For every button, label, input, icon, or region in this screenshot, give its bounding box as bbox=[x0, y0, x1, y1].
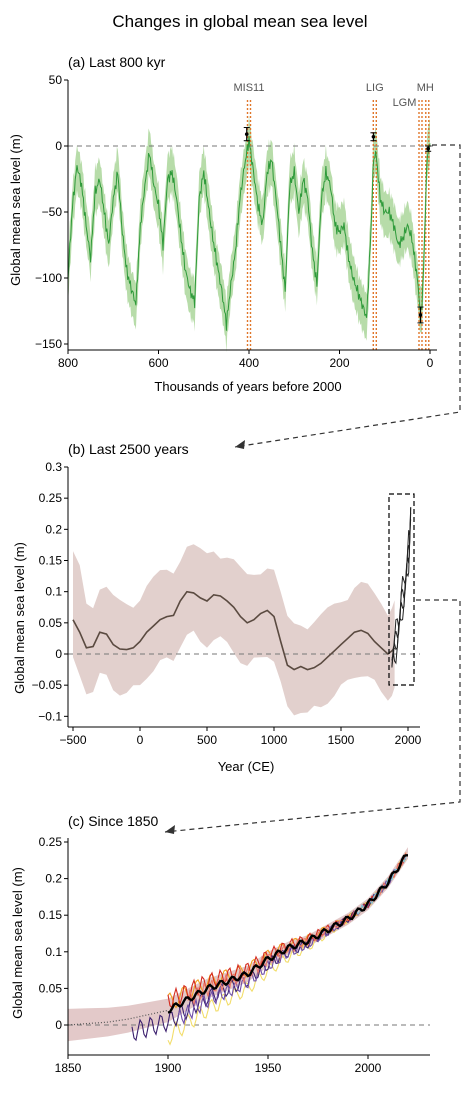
panel-c-y-tick-label: 0.25 bbox=[39, 835, 63, 849]
panel-c-plot: 1850 1900 1950 2000 0.25 0.2 0.15 0.1 0.05 0 bbox=[39, 835, 430, 1075]
panel-a-y-tick-label: 50 bbox=[49, 73, 63, 87]
panel-c-mean-line bbox=[167, 854, 408, 1014]
connector-a-b bbox=[234, 144, 461, 449]
panel-c-uncertainty-band bbox=[68, 847, 408, 1042]
panel-b-y-tick-label: 0.15 bbox=[39, 554, 63, 568]
panel-c-y-tick-label: 0 bbox=[55, 1018, 62, 1032]
panel-b-uncertainty-band bbox=[73, 544, 395, 716]
panel-b-zoom-box bbox=[388, 493, 415, 686]
panel-b-plot: −500 0 500 1000 1500 2000 0.3 0.25 0.2 0.15 0.1 0.0… bbox=[32, 460, 422, 747]
panel-b-x-tick-label: 1000 bbox=[261, 733, 288, 747]
panel-a-marker bbox=[371, 134, 376, 139]
panel-b-band-area bbox=[73, 544, 395, 716]
panel-c-x-tick-label: 2000 bbox=[355, 1061, 382, 1075]
panel-a-marker bbox=[418, 313, 423, 317]
panel-a-event-label: MIS11 bbox=[234, 82, 265, 94]
panel-b-y-tick-label: 0.3 bbox=[45, 460, 62, 474]
panel-b-x-tick-label: 500 bbox=[197, 733, 217, 747]
panel-b-title: (b) Last 2500 years bbox=[68, 441, 189, 457]
panel-a-x-tick-label: 0 bbox=[427, 356, 434, 370]
panel-c-x-tick-label: 1850 bbox=[55, 1061, 82, 1075]
panel-b-recent-trace bbox=[391, 519, 412, 665]
panel-c-early-mean bbox=[67, 1009, 169, 1026]
panel-b-recent-trace bbox=[391, 507, 412, 668]
panel-b-x-label: Year (CE) bbox=[218, 759, 275, 774]
panel-b-y-tick-label: −0.05 bbox=[32, 678, 63, 692]
panel-b-x-tick-label: 0 bbox=[137, 733, 144, 747]
panel-a-y-tick-label: 0 bbox=[55, 139, 62, 153]
panel-b-y-tick-label: −0.1 bbox=[38, 709, 62, 723]
panel-a-y-tick-label: −50 bbox=[42, 205, 63, 219]
panel-c-x-tick-label: 1950 bbox=[255, 1061, 282, 1075]
panel-c-y-tick-label: 0.1 bbox=[45, 945, 62, 959]
panel-b-x-tick-label: 2000 bbox=[395, 733, 422, 747]
panel-a-event-label: MH bbox=[417, 82, 434, 94]
panel-b-series-line bbox=[72, 590, 396, 671]
panel-a-x-tick-label: 800 bbox=[58, 356, 78, 370]
panel-a-y-label: Global mean sea level (m) bbox=[8, 134, 23, 286]
panel-a-x-tick-label: 200 bbox=[329, 356, 349, 370]
panel-a-x-tick-label: 600 bbox=[148, 356, 168, 370]
panel-c-y-tick-label: 0.15 bbox=[39, 908, 63, 922]
panel-b-y-tick-label: 0.05 bbox=[39, 616, 63, 630]
panel-a-y-tick-label: −150 bbox=[35, 337, 62, 351]
panel-a-series-line bbox=[67, 136, 431, 331]
panel-b-recent-trace bbox=[391, 512, 412, 658]
panel-c-y-label: Global mean sea level (m) bbox=[10, 867, 25, 1019]
panel-a-x-label: Thousands of years before 2000 bbox=[154, 379, 341, 394]
panel-b-y-label: Global mean sea level (m) bbox=[12, 542, 27, 694]
panel-a: (a) Last 800 kyr Global mean sea level (… bbox=[8, 54, 437, 394]
panel-a-title: (a) Last 800 kyr bbox=[68, 54, 166, 70]
panel-c-y-tick-label: 0.05 bbox=[39, 981, 63, 995]
panel-b-y-tick-label: 0.2 bbox=[45, 522, 62, 536]
panel-a-y-tick-label: −100 bbox=[35, 271, 62, 285]
panel-a-event-label: LIG bbox=[366, 82, 384, 94]
panel-c-title: (c) Since 1850 bbox=[68, 813, 158, 829]
panel-b-x-tick-label: 1500 bbox=[328, 733, 355, 747]
panel-a-event-label: LGM bbox=[393, 97, 417, 109]
panel-a-x-tick-label: 400 bbox=[239, 356, 259, 370]
connector-b-c bbox=[164, 599, 461, 834]
panel-c-band-area bbox=[68, 847, 408, 1042]
panel-b-y-tick-label: 0.1 bbox=[45, 585, 62, 599]
panel-c-x-tick-label: 1900 bbox=[155, 1061, 182, 1075]
panel-a-marker bbox=[426, 146, 430, 151]
figure-title: Changes in global mean sea level bbox=[112, 12, 367, 31]
panel-b-x-tick-label: −500 bbox=[59, 733, 86, 747]
panel-c: (c) Since 1850 Global mean sea level (m)… bbox=[10, 813, 430, 1075]
panel-a-marker bbox=[244, 132, 249, 136]
panel-b-y-tick-label: 0.25 bbox=[39, 491, 63, 505]
panel-b-y-tick-label: 0 bbox=[55, 647, 62, 661]
panel-b: (b) Last 2500 years Global mean sea leve… bbox=[12, 441, 422, 774]
panel-c-y-tick-label: 0.2 bbox=[45, 872, 62, 886]
